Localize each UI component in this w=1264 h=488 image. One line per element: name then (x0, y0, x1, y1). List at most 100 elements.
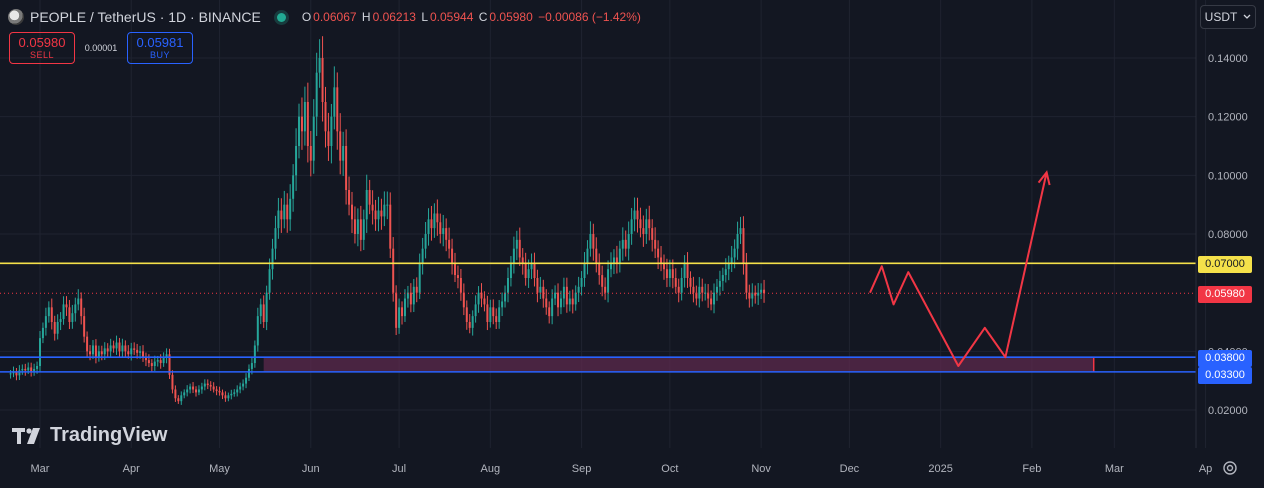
symbol-title[interactable]: PEOPLE / TetherUS · 1D · BINANCE (30, 9, 261, 25)
candle-body (504, 292, 507, 302)
sell-button[interactable]: 0.05980 SELL (9, 32, 75, 64)
candle-body (18, 370, 21, 376)
candle-body (736, 234, 739, 249)
candle-body (665, 269, 668, 278)
candle-body (65, 304, 68, 308)
candle-body (551, 298, 554, 317)
candle-body (142, 351, 145, 358)
x-tick-label: Mar (31, 463, 50, 475)
candle-body (24, 368, 27, 371)
candle-body (527, 269, 530, 278)
candle-body (94, 345, 97, 358)
candle-body (518, 239, 521, 258)
candle-body (695, 292, 698, 299)
candle-body (595, 248, 598, 264)
candle-body (509, 263, 512, 278)
candle-body (348, 190, 351, 205)
candle-body (495, 316, 498, 322)
candle-body (350, 204, 353, 220)
candle-body (97, 351, 100, 358)
candle-body (9, 373, 12, 375)
candle-body (533, 263, 536, 278)
candle-body (583, 263, 586, 278)
candle-body (542, 286, 545, 299)
candle-body (336, 87, 339, 132)
candle-body (412, 286, 415, 305)
candle-body (150, 363, 153, 366)
buy-button[interactable]: 0.05981 BUY (127, 32, 193, 64)
candle-body (115, 342, 118, 349)
candle-body (209, 385, 212, 387)
candle-body (15, 371, 18, 376)
candle-body (312, 116, 315, 161)
candle-body (589, 234, 592, 249)
candle-body (27, 367, 30, 371)
support-zone-box (263, 357, 1094, 372)
candle-body (392, 248, 395, 293)
candle-body (162, 357, 165, 364)
candle-body (730, 257, 733, 264)
candle-body (610, 263, 613, 270)
candle-body (477, 292, 480, 305)
candle-body (568, 298, 571, 305)
candle-body (156, 360, 159, 362)
sell-price: 0.05980 (18, 35, 66, 50)
candle-body (286, 204, 289, 220)
candle-body (194, 389, 197, 393)
candle-body (645, 219, 648, 234)
candle-body (439, 222, 442, 234)
candle-body (636, 210, 639, 220)
x-tick-label: Apr (123, 463, 140, 475)
candle-body (371, 204, 374, 211)
candle-body (159, 360, 162, 364)
candle-body (200, 386, 203, 390)
candle-body (215, 389, 218, 391)
candle-body (168, 354, 171, 375)
candle-body (44, 316, 47, 328)
price-levels (0, 262, 1196, 373)
candle-body (192, 386, 195, 390)
candle-body (271, 248, 274, 270)
candle-body (577, 286, 580, 293)
candle-body (692, 286, 695, 293)
candle-body (657, 248, 660, 258)
candle-body (289, 198, 292, 220)
candle-body (365, 190, 368, 220)
candle-body (401, 307, 404, 317)
candle-body (227, 395, 230, 399)
grid-lines (0, 0, 1207, 448)
candle-body (197, 389, 200, 393)
candle-body (733, 248, 736, 258)
x-tick-label: Ap (1199, 463, 1212, 475)
settings-gear-icon[interactable] (1220, 458, 1240, 478)
candle-body (742, 228, 745, 264)
candle-body (218, 390, 221, 393)
candle-body (715, 286, 718, 293)
candle-body (607, 269, 610, 293)
candle-body (236, 389, 239, 393)
candle-body (333, 87, 336, 117)
projection-arrow (869, 170, 1051, 367)
candle-body (36, 366, 39, 369)
high-label: H (361, 10, 371, 24)
candle-body (651, 228, 654, 240)
candle-body (521, 257, 524, 264)
candle-body (427, 219, 430, 234)
candle-body (662, 263, 665, 270)
ohlc-readout: O 0.06067 H 0.06213 L 0.05944 C 0.05980 −0.0… (302, 10, 643, 24)
candle-body (268, 269, 271, 293)
close-value: 0.05980 (489, 10, 533, 24)
candle-body (318, 58, 321, 73)
currency-selector[interactable]: USDT (1200, 5, 1256, 29)
candle-body (103, 348, 106, 355)
trade-panel: 0.05980 SELL 0.00001 0.05981 BUY (9, 32, 193, 64)
candle-body (701, 286, 704, 293)
candle-body (468, 322, 471, 328)
candle-body (100, 351, 103, 355)
candle-body (383, 204, 386, 217)
candle-body (174, 389, 177, 399)
candle-body (760, 289, 763, 293)
candle-body (91, 345, 94, 355)
candle-body (41, 327, 44, 339)
